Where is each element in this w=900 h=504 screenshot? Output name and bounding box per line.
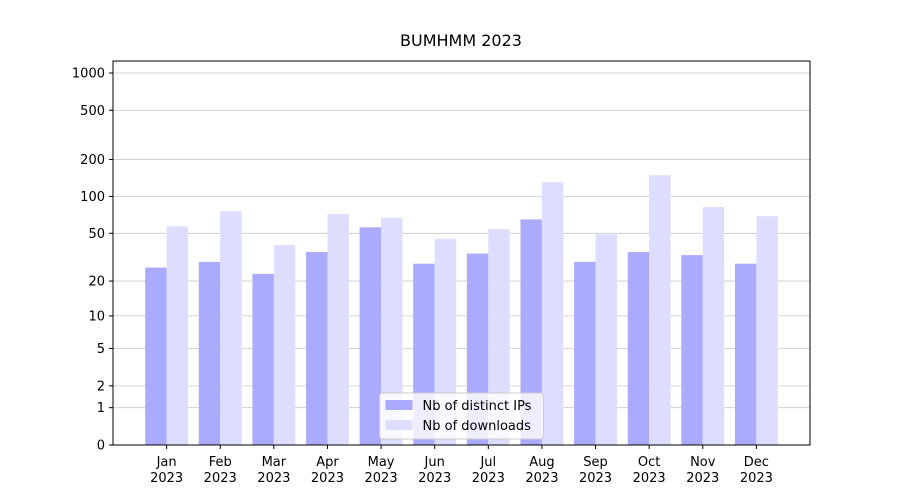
bar: [252, 273, 274, 445]
bar: [488, 229, 510, 445]
bar: [198, 261, 221, 445]
chart-title: BUMHMM 2023: [400, 31, 522, 50]
x-tick-label: 2023: [150, 471, 183, 486]
bar: [574, 261, 596, 445]
x-tick-label: Jul: [479, 455, 496, 470]
bar: [541, 182, 564, 445]
legend: Nb of distinct IPs Nb of downloads: [379, 392, 544, 440]
bar: [359, 227, 382, 445]
legend-swatch: [385, 420, 413, 430]
x-tick-label: Nov: [690, 455, 716, 470]
bar: [381, 217, 403, 445]
y-tick-label: 2: [97, 379, 105, 394]
y-tick-label: 50: [88, 227, 105, 242]
bar: [273, 245, 296, 445]
plot-frame: [112, 60, 811, 446]
x-tick-label: Dec: [744, 455, 769, 470]
x-tick-label: Jun: [424, 455, 445, 470]
x-tick-label: 2023: [686, 471, 719, 486]
bar: [756, 216, 778, 445]
y-tick-label: 200: [80, 153, 105, 168]
y-tick-label: 500: [80, 104, 105, 119]
legend-label: Nb of downloads: [423, 419, 532, 434]
bar: [627, 252, 650, 445]
x-tick-label: 2023: [633, 471, 666, 486]
x-tick-label: 2023: [418, 471, 451, 486]
x-tick-label: 2023: [579, 471, 612, 486]
x-tick-label: Apr: [316, 455, 339, 470]
bar: [681, 255, 703, 445]
bar: [702, 207, 725, 445]
y-tick-label: 1000: [72, 67, 105, 82]
legend-swatch: [385, 400, 413, 410]
bars: [145, 175, 778, 445]
y-tick-label: 0: [97, 439, 105, 454]
axes: 01251020501002005001000Jan2023Feb2023Mar…: [72, 67, 773, 486]
y-tick-label: 20: [88, 275, 105, 290]
y-tick-label: 5: [97, 342, 105, 357]
bar: [220, 211, 242, 445]
x-tick-label: 2023: [740, 471, 773, 486]
y-tick-label: 100: [80, 190, 105, 205]
bar: [595, 234, 617, 445]
x-tick-label: 2023: [365, 471, 398, 486]
x-tick-label: 2023: [525, 471, 558, 486]
x-tick-label: 2023: [472, 471, 505, 486]
y-tick-label: 1: [97, 401, 105, 416]
x-tick-label: 2023: [257, 471, 290, 486]
bar: [734, 263, 757, 445]
x-tick-label: Aug: [529, 455, 554, 470]
bar: [520, 219, 542, 445]
x-tick-label: Feb: [209, 455, 232, 470]
x-tick-label: May: [368, 455, 395, 470]
x-tick-label: 2023: [311, 471, 344, 486]
x-tick-label: 2023: [204, 471, 237, 486]
bar: [649, 175, 671, 445]
legend-box: [379, 392, 544, 440]
x-tick-label: Jan: [156, 455, 177, 470]
y-tick-label: 10: [88, 309, 105, 324]
bar: [166, 226, 189, 445]
x-tick-label: Mar: [262, 455, 287, 470]
bar: [306, 252, 328, 445]
x-tick-label: Oct: [638, 455, 660, 470]
bar: [327, 213, 349, 445]
x-tick-label: Sep: [583, 455, 608, 470]
bar: [145, 267, 167, 445]
legend-label: Nb of distinct IPs: [423, 399, 532, 414]
